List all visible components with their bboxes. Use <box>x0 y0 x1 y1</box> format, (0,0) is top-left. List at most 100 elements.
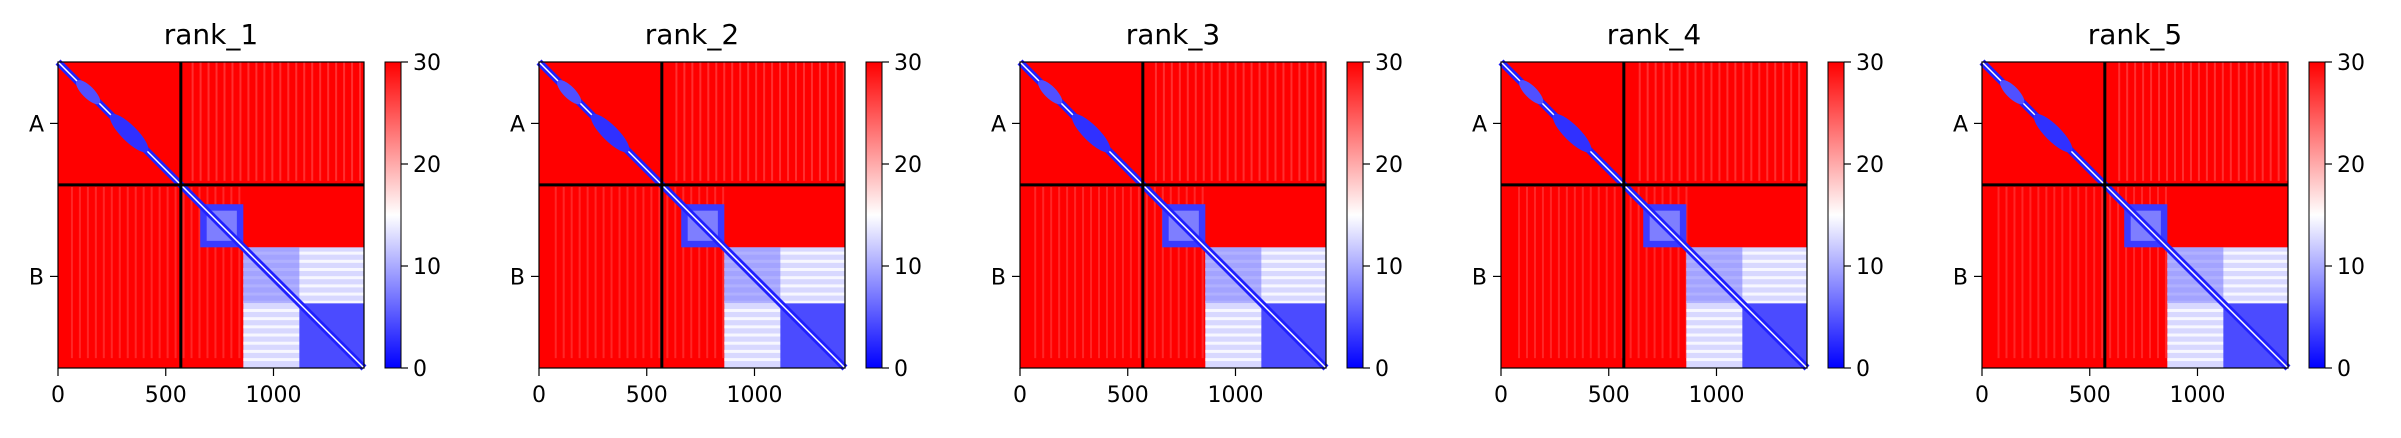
texture-stripe <box>1298 62 1301 181</box>
texture-stripe <box>243 268 364 272</box>
texture-stripe <box>311 62 314 181</box>
texture-stripe <box>1153 186 1156 359</box>
y-tick-label: A <box>510 112 525 137</box>
texture-stripe <box>1669 186 1672 359</box>
colorbar-tick-label: 10 <box>1375 255 1403 280</box>
colorbar-tick-label: 30 <box>894 51 922 76</box>
texture-stripe <box>675 62 678 181</box>
panel-rank_1: rank_1 A B 0 500 1000 0 10 20 30 <box>29 18 441 408</box>
texture-stripe <box>1653 186 1656 359</box>
y-tick-label: B <box>991 265 1006 290</box>
colorbar-tick-label: 20 <box>894 153 922 178</box>
texture-stripe <box>724 276 845 280</box>
texture-stripe <box>731 62 734 181</box>
y-tick-label: B <box>1953 265 1968 290</box>
texture-stripe <box>2141 186 2144 359</box>
y-tick-label: B <box>510 265 525 290</box>
texture-stripe <box>1193 186 1196 359</box>
texture-stripe <box>818 62 821 181</box>
texture-stripe <box>1205 284 1326 288</box>
diagonal-blob <box>1552 113 1592 153</box>
texture-stripe <box>1145 186 1148 359</box>
texture-stripe <box>1726 62 1729 181</box>
texture-stripe <box>2167 292 2288 296</box>
texture-stripe <box>1533 186 1536 359</box>
texture-stripe <box>1090 186 1093 359</box>
texture-stripe <box>690 186 693 359</box>
colorbar-tick-label: 30 <box>1856 51 1884 76</box>
texture-stripe <box>2205 62 2208 181</box>
texture-stripe <box>2156 186 2159 359</box>
texture-stripe <box>698 186 701 359</box>
texture-stripe <box>255 62 258 181</box>
texture-stripe <box>706 186 709 359</box>
x-tick-label: 1000 <box>726 383 782 408</box>
texture-stripe <box>2133 186 2136 359</box>
texture-stripe <box>1997 186 2000 359</box>
texture-stripe <box>1098 186 1101 359</box>
texture-stripe <box>1734 62 1737 181</box>
y-tick-label: A <box>29 112 44 137</box>
texture-stripe <box>1322 62 1325 181</box>
diagonal-core <box>1500 61 1808 369</box>
texture-stripe <box>343 62 346 181</box>
diagonal-core <box>1019 61 1327 369</box>
texture-stripe <box>2167 259 2288 263</box>
texture-stripe <box>327 62 330 181</box>
texture-stripe <box>724 284 845 288</box>
y-tick-label: B <box>1472 265 1487 290</box>
texture-stripe <box>1589 186 1592 359</box>
texture-stripe <box>2164 186 2167 359</box>
texture-stripe <box>1654 62 1657 181</box>
texture-stripe <box>570 186 573 359</box>
chart-title: rank_1 <box>164 18 258 51</box>
texture-stripe <box>1597 186 1600 359</box>
texture-stripe <box>239 62 242 181</box>
texture-stripe <box>634 186 637 359</box>
texture-stripe <box>231 62 234 181</box>
texture-stripe <box>1686 300 1807 304</box>
texture-stripe <box>1678 62 1681 181</box>
texture-stripe <box>1050 186 1053 359</box>
texture-stripe <box>1790 62 1793 181</box>
texture-stripe <box>359 62 362 181</box>
diagonal-blob <box>2033 113 2073 153</box>
texture-stripe <box>691 62 694 181</box>
axes-frame <box>1019 61 1327 369</box>
texture-stripe <box>198 186 201 359</box>
texture-stripe <box>2174 62 2177 181</box>
panel-rank_4: rank_4 A B 0 500 1000 0 10 20 30 <box>1472 18 1884 408</box>
texture-stripe <box>2245 62 2248 181</box>
texture-stripe <box>102 186 105 359</box>
texture-stripe <box>1742 62 1745 181</box>
colorbar-tick-label: 30 <box>413 51 441 76</box>
y-tick-label: A <box>1953 112 1968 137</box>
texture-stripe <box>2189 62 2192 181</box>
texture-stripe <box>94 186 97 359</box>
texture-stripe <box>722 186 725 359</box>
texture-stripe <box>1525 186 1528 359</box>
texture-stripe <box>86 186 89 359</box>
texture-stripe <box>1686 268 1807 272</box>
chart-title: rank_4 <box>1607 18 1701 51</box>
texture-stripe <box>1169 186 1172 359</box>
texture-stripe <box>1162 62 1165 181</box>
texture-stripe <box>1758 62 1761 181</box>
texture-stripe <box>2285 62 2288 181</box>
texture-stripe <box>243 292 364 296</box>
colorbar-tick-label: 30 <box>1375 51 1403 76</box>
texture-stripe <box>1170 62 1173 181</box>
x-tick-label: 500 <box>1588 383 1630 408</box>
texture-stripe <box>142 186 145 359</box>
texture-stripe <box>1274 62 1277 181</box>
texture-stripe <box>1629 186 1632 359</box>
texture-stripe <box>1234 62 1237 181</box>
colorbar-tick-label: 20 <box>2337 153 2365 178</box>
x-tick-label: 1000 <box>2169 383 2225 408</box>
texture-stripe <box>1677 186 1680 359</box>
texture-stripe <box>2093 186 2096 359</box>
texture-stripe <box>1314 62 1317 181</box>
texture-stripe <box>1205 300 1326 304</box>
texture-stripe <box>1226 62 1229 181</box>
